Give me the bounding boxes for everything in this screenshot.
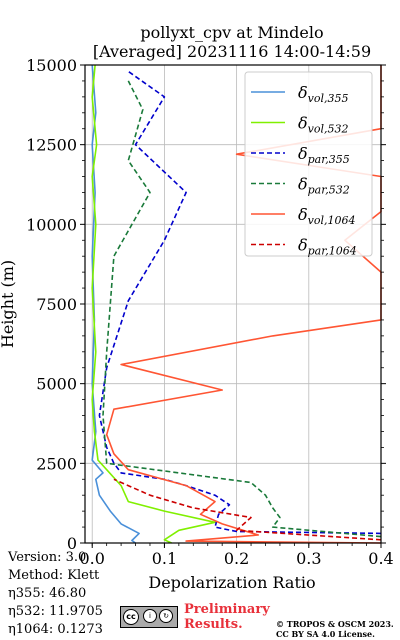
axis-ticks: 0.0 0.1 0.2 0.3 0.4 0 2500 5000 7500 10000 12500 15… — [26, 56, 394, 568]
x-tick-label: 0.0 — [79, 549, 104, 568]
y-axis-label: Height (m) — [0, 260, 17, 348]
legend-label-subscript: vol,355 — [308, 92, 349, 105]
legend-label-subscript: vol,1064 — [308, 214, 356, 227]
series-line-1 — [91, 64, 216, 544]
legend-box — [244, 71, 373, 257]
series-line-3 — [102, 80, 382, 538]
preliminary-results-note: Preliminary Results. — [184, 602, 270, 632]
legend-label-subscript: par,355 — [308, 153, 350, 166]
eta1064-text: η1064: 0.1273 — [8, 622, 103, 637]
series-line-0 — [91, 64, 140, 544]
y-tick-label: 0 — [67, 534, 77, 553]
by-icon: i — [143, 609, 157, 623]
y-tick-label: 2500 — [36, 454, 77, 473]
copyright-line1: © TROPOS & OSCM 2023. — [276, 619, 394, 629]
x-tick-label: 0.4 — [368, 549, 393, 568]
y-tick-label: 15000 — [26, 56, 77, 75]
legend-label-subscript: par,1064 — [308, 245, 357, 258]
cc-license-badge: cc i ↻ — [120, 606, 178, 628]
chart-title-line1: pollyxt_cpv at Mindelo — [140, 23, 323, 42]
legend: δvol,355δvol,532δpar,355δpar,532δvol,106… — [244, 71, 373, 258]
y-tick-label: 7500 — [36, 295, 77, 314]
x-tick-label: 0.2 — [224, 549, 249, 568]
method-text: Method: Klett — [8, 568, 100, 583]
series-group — [91, 64, 382, 544]
copyright-note: © TROPOS & OSCM 2023. CC BY SA 4.0 Licen… — [276, 619, 394, 639]
sa-icon: ↻ — [159, 609, 173, 623]
x-axis-label: Depolarization Ratio — [148, 573, 315, 592]
y-tick-label: 10000 — [26, 215, 77, 234]
cc-icon: cc — [123, 609, 139, 625]
chart-title-line2: [Averaged] 20231116 14:00-14:59 — [93, 42, 371, 61]
legend-label-subscript: vol,532 — [308, 123, 349, 136]
retrieval-info: Version: 3.0 Method: Klett η355: 46.80 η… — [8, 549, 103, 639]
series-line-5 — [113, 478, 382, 541]
preliminary-line1: Preliminary — [184, 602, 270, 617]
series-line-2 — [98, 70, 382, 535]
version-text: Version: 3.0 — [8, 550, 87, 565]
legend-label-subscript: par,532 — [308, 184, 350, 197]
preliminary-line2: Results. — [184, 617, 243, 632]
copyright-line2: CC BY SA 4.0 License. — [276, 629, 375, 639]
eta532-text: η532: 11.9705 — [8, 604, 103, 619]
x-tick-label: 0.1 — [152, 549, 177, 568]
eta355-text: η355: 46.80 — [8, 586, 87, 601]
y-tick-label: 5000 — [36, 375, 77, 394]
x-tick-label: 0.3 — [296, 549, 321, 568]
y-tick-label: 12500 — [26, 136, 77, 155]
